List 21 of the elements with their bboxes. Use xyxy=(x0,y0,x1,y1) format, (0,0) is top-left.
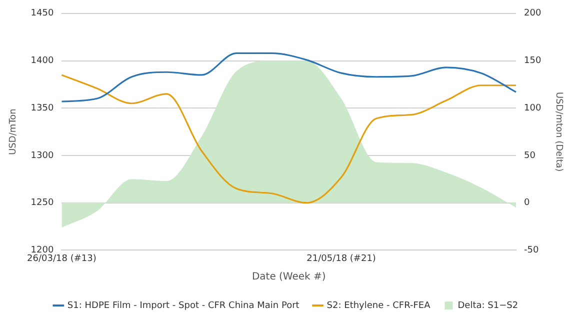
y2-tick-label: 200 xyxy=(524,8,542,19)
line-series xyxy=(60,52,517,102)
y2-tick-label: 0 xyxy=(524,198,530,208)
legend-label: S1: HDPE Film - Import - Spot - CFR China Main Port xyxy=(67,300,300,311)
y2-axis-title: USD/mton (Delta) xyxy=(553,92,564,172)
legend-label: Delta: S1−S2 xyxy=(458,300,518,311)
x-tick-label: 26/03/18 (#13) xyxy=(27,254,96,264)
y2-tick-label: 50 xyxy=(524,150,536,161)
y2-tick-label: 150 xyxy=(524,56,542,66)
y-tick-label: 1450 xyxy=(30,8,54,19)
line-series xyxy=(60,74,517,204)
y-tick-label: 1300 xyxy=(30,150,54,161)
y-tick-label: 1350 xyxy=(30,103,54,114)
y2-tick-label: -50 xyxy=(524,246,539,256)
y-tick-label: 1250 xyxy=(30,198,54,208)
x-tick-label: 21/05/18 (#21) xyxy=(306,254,376,264)
x-axis-title: Date (Week #) xyxy=(252,272,326,283)
y-tick-label: 1400 xyxy=(30,56,54,66)
legend-label: S2: Ethylene - CFR-FEA xyxy=(326,300,432,311)
y-axis-title: USD/mTon xyxy=(8,108,19,155)
y2-tick-label: 100 xyxy=(524,103,542,114)
